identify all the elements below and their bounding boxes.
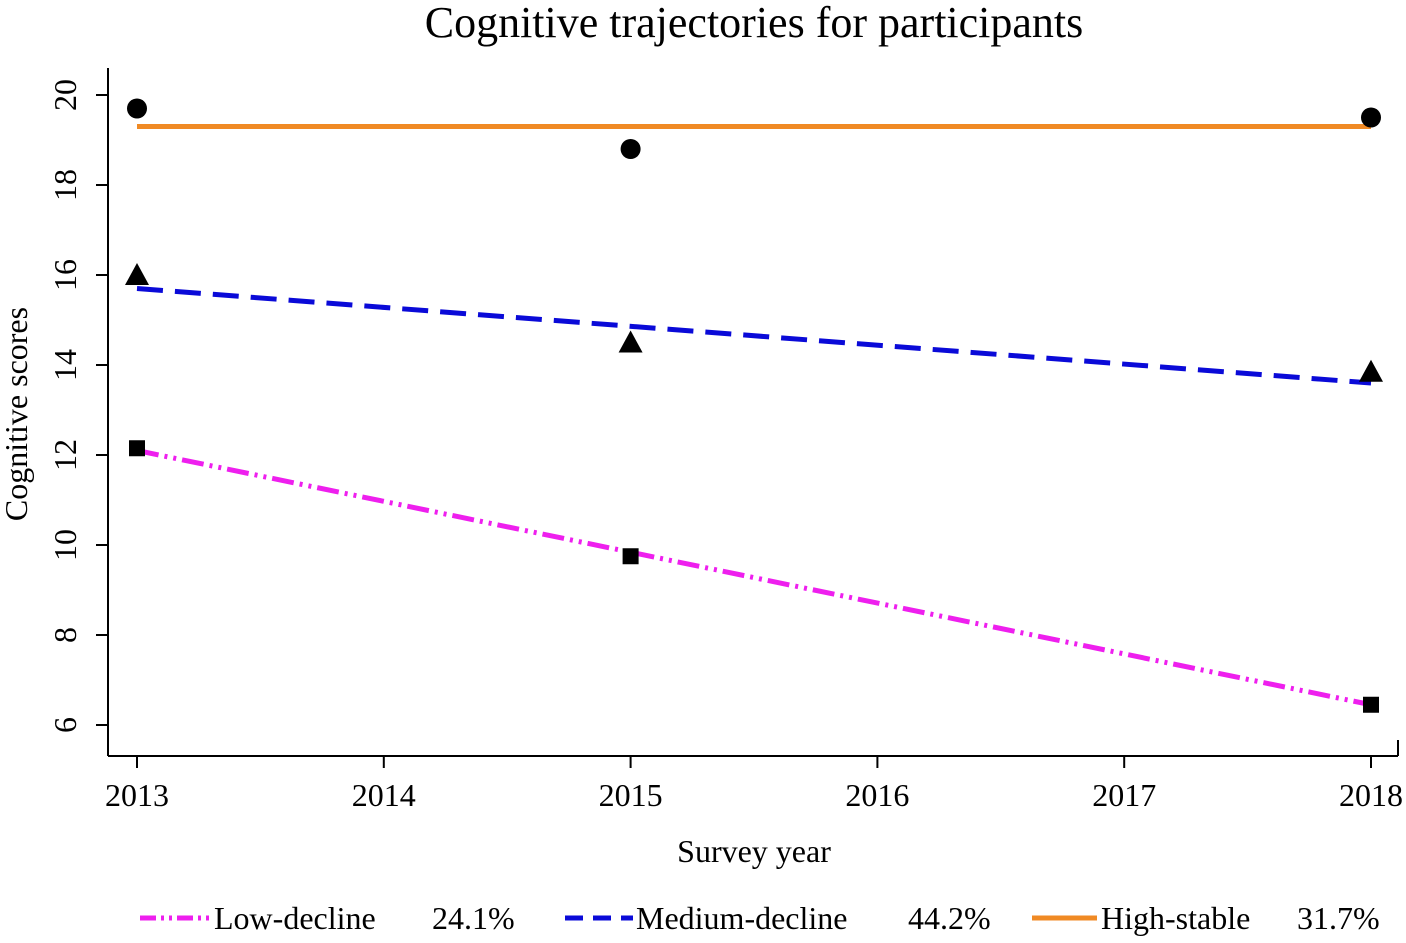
y-axis-label: Cognitive scores: [0, 307, 34, 521]
legend-label-high-stable: High-stable: [1101, 900, 1250, 936]
y-tick-label: 20: [47, 79, 83, 111]
x-axis-label: Survey year: [677, 833, 831, 869]
triangle-marker-medium-decline: [1359, 359, 1383, 382]
triangle-marker-medium-decline: [125, 263, 149, 285]
square-marker-low-decline: [129, 440, 145, 457]
y-tick-label: 6: [47, 717, 83, 733]
chart-title: Cognitive trajectories for participants: [425, 0, 1084, 47]
y-tick-label: 8: [47, 627, 83, 643]
legend-label-low-decline: Low-decline: [214, 900, 376, 936]
series-fit-lines: [136, 124, 1372, 708]
square-marker-low-decline: [1363, 696, 1379, 713]
x-tick-label: 2016: [845, 777, 909, 813]
x-tick-label: 2013: [105, 777, 169, 813]
circle-marker-high-stable: [620, 139, 641, 159]
x-axis-ticks: 2013 2014 2015 2016 2017 2018: [105, 756, 1403, 813]
x-tick-label: 2014: [352, 777, 416, 813]
y-tick-label: 18: [47, 169, 83, 201]
x-tick-label: 2017: [1092, 777, 1156, 813]
y-tick-label: 12: [47, 439, 83, 471]
triangle-marker-medium-decline: [618, 330, 643, 353]
legend-percent-low-decline: 24.1%: [432, 900, 515, 936]
legend-label-medium-decline: Medium-decline: [636, 900, 847, 936]
legend-percent-high-stable: 31.7%: [1297, 900, 1380, 936]
fit-line-medium-decline: [136, 286, 1372, 386]
y-axis-ticks: 6 8 10 12 14 16 18 20: [47, 79, 108, 733]
x-tick-label: 2018: [1339, 777, 1403, 813]
circle-marker-high-stable: [1361, 107, 1381, 128]
square-marker-low-decline: [622, 548, 639, 565]
legend-percent-medium-decline: 44.2%: [908, 900, 991, 936]
plot-area: 6 8 10 12 14 16 18 20 2013 2014 2015 2016 2017 2018: [47, 68, 1403, 813]
y-tick-label: 10: [47, 529, 83, 561]
circle-marker-high-stable: [127, 98, 147, 119]
legend: Low-decline 24.1% Medium-decline 44.2% High-…: [140, 900, 1380, 936]
series-markers: [125, 98, 1383, 713]
y-tick-label: 14: [47, 349, 83, 381]
x-tick-label: 2015: [599, 777, 663, 813]
y-tick-label: 16: [47, 259, 83, 291]
fit-line-low-decline: [136, 448, 1372, 708]
